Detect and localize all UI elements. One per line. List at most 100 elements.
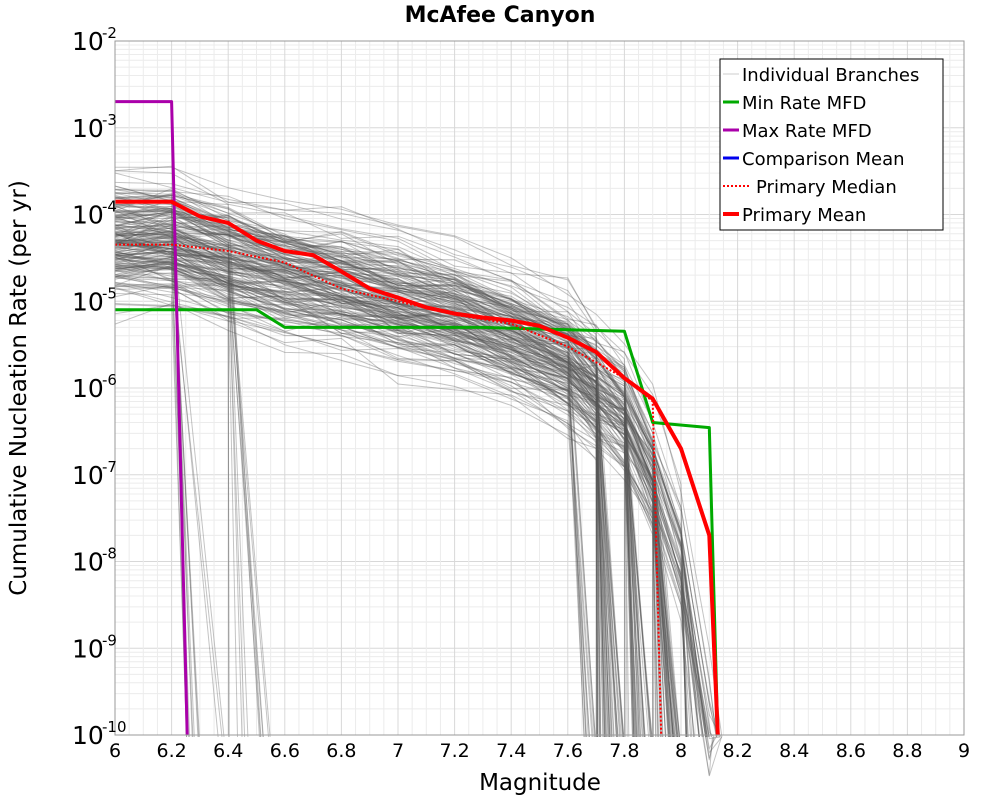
branch-line	[114, 252, 704, 738]
branch-line	[114, 265, 678, 738]
x-tick-label: 8.2	[722, 740, 752, 762]
branch-line	[114, 205, 628, 738]
y-tick-exponent: -5	[102, 284, 117, 302]
branch-line	[114, 257, 637, 738]
branch-line	[114, 242, 606, 738]
branch-line	[114, 227, 651, 738]
x-tick-label: 7.2	[439, 740, 469, 762]
branch-line	[114, 188, 618, 738]
branch-line	[114, 185, 262, 738]
branch-line	[114, 266, 688, 738]
branch-line	[114, 245, 695, 738]
branch-line	[114, 214, 719, 738]
y-tick-exponent: -9	[102, 631, 117, 649]
branch-line	[114, 264, 634, 738]
branch-line	[114, 194, 598, 738]
y-tick-exponent: -10	[102, 718, 127, 736]
y-tick-exponent: -4	[102, 198, 117, 216]
branch-line	[114, 210, 674, 738]
branch-line	[114, 232, 606, 738]
branch-line	[114, 259, 585, 738]
branch-line	[114, 262, 687, 738]
branch-line	[114, 253, 715, 761]
branch-line	[114, 257, 588, 738]
branch-line	[114, 228, 679, 738]
branch-line	[114, 219, 708, 738]
branch-line	[114, 209, 199, 738]
branch-line	[114, 170, 610, 738]
branch-line	[114, 276, 722, 777]
branch-line	[114, 260, 654, 738]
branch-line	[114, 233, 618, 738]
branch-line	[114, 204, 195, 738]
branch-line	[114, 254, 594, 738]
branch-line	[114, 231, 625, 738]
branch-line	[114, 284, 659, 738]
y-tick-exponent: -8	[102, 545, 117, 563]
branch-line	[114, 209, 601, 738]
branch-line	[114, 197, 718, 738]
y-tick-label: 10	[72, 114, 104, 143]
branch-line	[114, 193, 645, 738]
branch-line	[114, 252, 663, 738]
chart-title: McAfee Canyon	[405, 3, 596, 28]
branch-line	[114, 272, 587, 738]
branch-line	[114, 254, 654, 738]
branch-line	[114, 283, 670, 738]
branch-line	[114, 165, 599, 738]
branch-line	[114, 237, 611, 738]
branch-line	[114, 212, 651, 738]
branch-line	[114, 228, 674, 738]
branch-line	[114, 257, 637, 738]
x-ticks: 6 6.2 6.4 6.6 6.8 7 7.2 7.4 7.6 7.8 8 8.2 8.4 8.6 8.8 9	[109, 740, 970, 762]
branch-line	[114, 225, 638, 738]
y-tick-label: 10	[72, 548, 104, 577]
branch-line	[114, 244, 687, 738]
branch-line	[114, 224, 703, 738]
legend-label: Min Rate MFD	[742, 93, 866, 114]
branch-line	[114, 189, 633, 738]
x-tick-label: 9	[958, 740, 970, 762]
branch-line	[114, 234, 700, 738]
branch-line	[114, 196, 663, 738]
branch-line	[114, 270, 238, 738]
branch-line	[114, 293, 188, 738]
branch-line	[114, 239, 681, 738]
legend-label: Primary Median	[756, 177, 897, 198]
branch-line	[114, 220, 666, 738]
branch-line	[114, 234, 667, 738]
branch-line	[114, 207, 677, 738]
branch-line	[114, 259, 593, 738]
x-tick-label: 7.6	[553, 740, 583, 762]
branch-line	[114, 230, 646, 738]
branch-line	[114, 203, 617, 738]
x-tick-label: 6	[109, 740, 121, 762]
branch-line	[114, 203, 249, 738]
branch-line	[114, 210, 700, 738]
branch-line	[114, 256, 264, 738]
branch-line	[114, 257, 223, 738]
legend-box	[719, 58, 944, 231]
legend-label: Primary Mean	[742, 205, 866, 226]
branch-line	[114, 239, 636, 738]
legend: Individual Branches Min Rate MFD Max Rate …	[719, 58, 944, 231]
branch-line	[114, 229, 626, 738]
branch-line	[114, 263, 709, 738]
branch-line	[114, 233, 606, 738]
branch-line	[114, 244, 717, 750]
x-tick-label: 8.6	[836, 740, 866, 762]
branch-line	[114, 250, 669, 738]
branch-line	[114, 286, 676, 738]
x-tick-label: 7.4	[496, 740, 526, 762]
branch-line	[114, 243, 721, 740]
branch-line	[114, 232, 635, 738]
branch-line	[114, 241, 269, 738]
branch-line	[114, 265, 598, 738]
branch-line	[114, 189, 706, 738]
branch-line	[114, 194, 602, 738]
x-tick-label: 6.2	[156, 740, 186, 762]
branch-line	[114, 232, 599, 738]
branch-line	[114, 275, 601, 738]
branch-line	[114, 213, 644, 738]
